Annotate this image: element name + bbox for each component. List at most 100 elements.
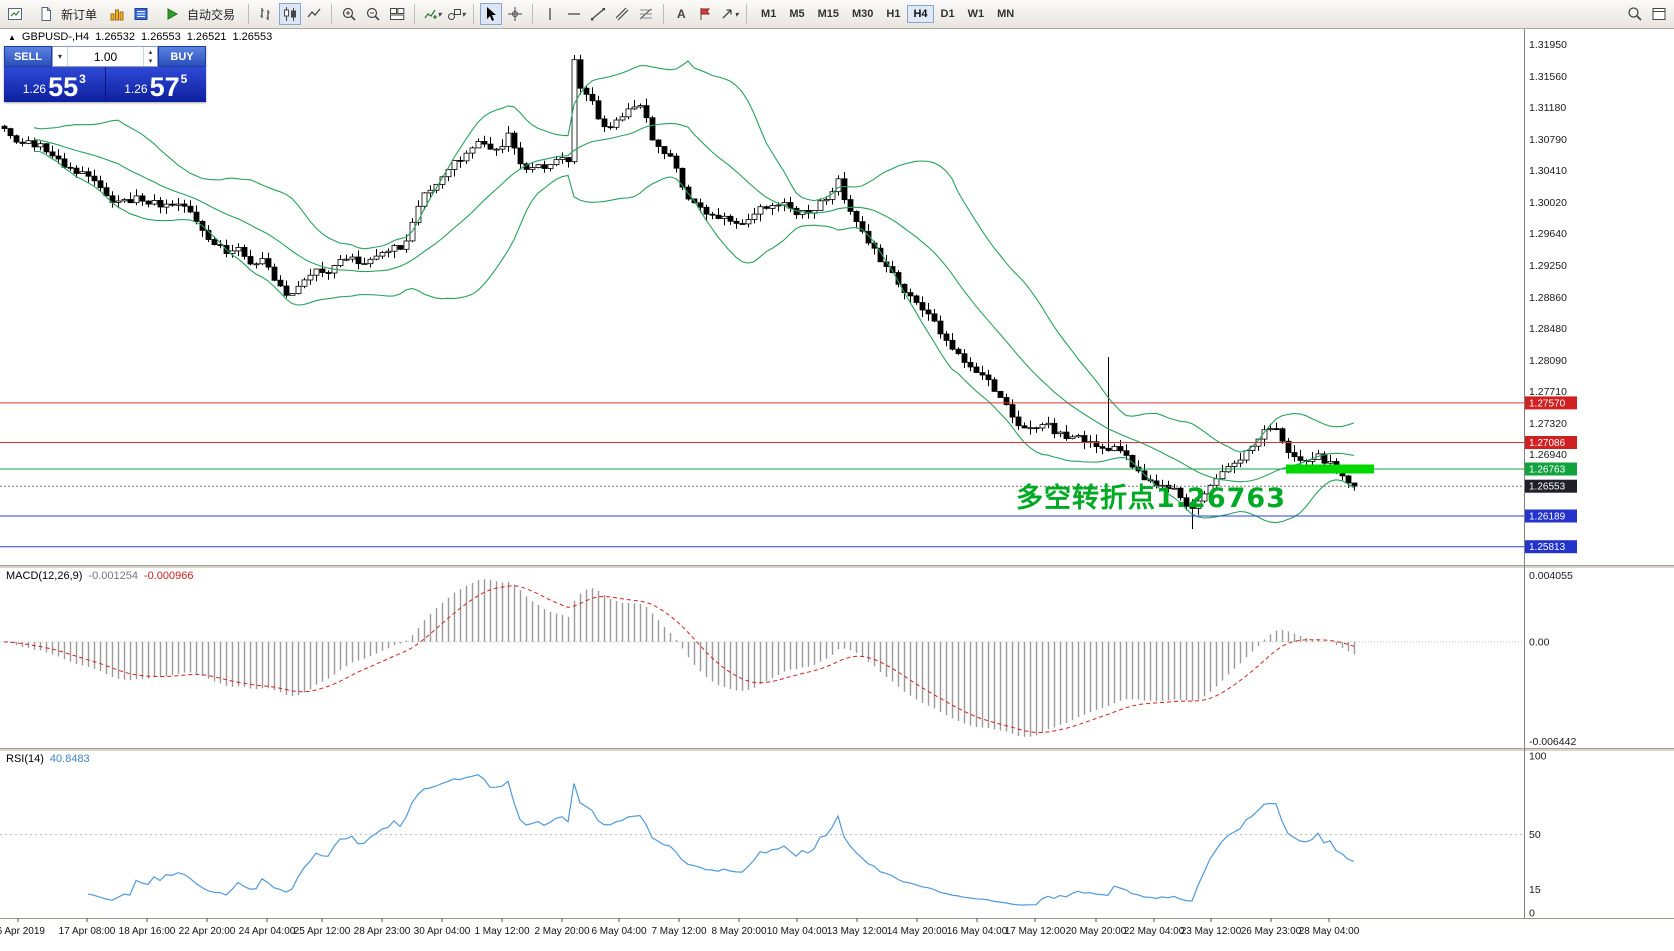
new-order-icon <box>35 3 57 25</box>
autotrading-label: 自动交易 <box>187 7 236 22</box>
ohlc-open: 1.26532 <box>95 31 135 43</box>
volume-value[interactable]: 1.00 <box>93 49 118 64</box>
rsi-value: 40.8483 <box>49 753 90 765</box>
toolbar-separator <box>331 4 333 24</box>
bar-chart-type-icon[interactable] <box>255 3 277 25</box>
zoom-out-icon[interactable] <box>362 3 384 25</box>
tf-button-D1[interactable]: D1 <box>935 5 961 23</box>
macd-label: MACD(12,26,9) -0.001254 -0.000966 <box>6 570 194 582</box>
indicators-button[interactable]: ▾ <box>421 3 443 25</box>
svg-text:1 May 12:00: 1 May 12:00 <box>474 926 529 937</box>
svg-text:1.27086: 1.27086 <box>1529 438 1566 449</box>
price-tag-1.26189: 1.26189 <box>1525 509 1577 523</box>
svg-text:28 May 04:00: 28 May 04:00 <box>1299 926 1360 937</box>
svg-text:1.26553: 1.26553 <box>1529 482 1566 493</box>
svg-text:22 May 04:00: 22 May 04:00 <box>1124 926 1185 937</box>
svg-text:1.27570: 1.27570 <box>1529 398 1566 409</box>
pivot-highlight-bar[interactable] <box>1286 464 1374 474</box>
svg-text:1.31950: 1.31950 <box>1529 39 1567 51</box>
trendline-tool-icon[interactable] <box>587 3 609 25</box>
trade-panel-prices: 1.26 55 3 1.26 57 5 <box>4 67 206 102</box>
tf-button-M5[interactable]: M5 <box>783 5 810 23</box>
candlestick-chart-type-icon[interactable] <box>279 3 302 25</box>
bollinger-lower-band <box>34 150 1355 524</box>
rsi-label: RSI(14) 40.8483 <box>6 753 90 765</box>
svg-text:22 Apr 20:00: 22 Apr 20:00 <box>179 926 236 937</box>
svg-text:0: 0 <box>1529 908 1535 920</box>
svg-text:17 May 12:00: 17 May 12:00 <box>1005 926 1066 937</box>
toolbar-separator <box>414 4 416 24</box>
zoom-in-icon[interactable] <box>338 3 360 25</box>
svg-text:20 May 20:00: 20 May 20:00 <box>1066 926 1127 937</box>
buy-button[interactable]: BUY <box>158 46 206 67</box>
chart-ohlc-header: ▲ GBPUSD-,H4 1.26532 1.26553 1.26521 1.2… <box>8 31 272 43</box>
charts-icon[interactable] <box>106 3 128 25</box>
sell-button[interactable]: SELL <box>4 46 52 67</box>
tf-button-M15[interactable]: M15 <box>812 5 845 23</box>
fibonacci-tool-icon[interactable] <box>635 3 657 25</box>
tile-windows-icon[interactable] <box>386 3 408 25</box>
sell-price-button[interactable]: 1.26 55 3 <box>4 67 105 102</box>
svg-text:16 Apr 2019: 16 Apr 2019 <box>0 926 45 937</box>
volume-field[interactable]: ▾ 1.00 ▴ ▾ <box>52 46 158 67</box>
vertical-line-tool-icon[interactable] <box>539 3 561 25</box>
cursor-icon[interactable] <box>480 3 503 25</box>
svg-text:17 Apr 08:00: 17 Apr 08:00 <box>59 926 116 937</box>
buy-price-button[interactable]: 1.26 57 5 <box>105 67 206 102</box>
crosshair-icon[interactable] <box>504 3 526 25</box>
svg-text:1.31560: 1.31560 <box>1529 71 1567 83</box>
svg-text:1.26763: 1.26763 <box>1529 464 1566 475</box>
autotrading-button[interactable]: 自动交易 <box>154 3 242 25</box>
tick-up-icon: ▲ <box>8 32 16 42</box>
ohlc-close: 1.26553 <box>232 31 273 43</box>
one-click-trading-panel: SELL ▾ 1.00 ▴ ▾ BUY 1.26 55 3 1.26 57 5 <box>4 46 206 102</box>
tf-button-MN[interactable]: MN <box>991 5 1020 23</box>
volume-dropdown-icon[interactable]: ▾ <box>53 47 68 66</box>
line-chart-type-icon[interactable] <box>303 3 325 25</box>
pivot-annotation[interactable]: 多空转折点1.26763 <box>1016 483 1286 514</box>
layout-icon[interactable] <box>1648 3 1670 25</box>
tf-button-W1[interactable]: W1 <box>962 5 991 23</box>
svg-text:24 Apr 04:00: 24 Apr 04:00 <box>239 926 296 937</box>
objects-button[interactable]: ▾ <box>445 3 467 25</box>
svg-text:1.25813: 1.25813 <box>1529 542 1566 553</box>
new-order-label: 新订单 <box>61 7 98 22</box>
text-label-tool-icon[interactable] <box>694 3 716 25</box>
horizontal-line-tool-icon[interactable] <box>563 3 585 25</box>
svg-text:10 May 04:00: 10 May 04:00 <box>767 926 828 937</box>
macd-name: MACD(12,26,9) <box>6 570 83 582</box>
bollinger-upper-band <box>33 60 1355 453</box>
svg-text:14 May 20:00: 14 May 20:00 <box>887 926 948 937</box>
search-icon[interactable] <box>1624 3 1646 25</box>
svg-text:100: 100 <box>1529 751 1547 763</box>
text-tool-icon[interactable]: A <box>670 3 692 25</box>
price-tag-1.27570: 1.27570 <box>1525 396 1577 409</box>
svg-text:1.28860: 1.28860 <box>1529 292 1567 304</box>
channel-tool-icon[interactable] <box>611 3 633 25</box>
volume-spinner[interactable]: ▴ ▾ <box>143 47 157 66</box>
svg-text:28 Apr 23:00: 28 Apr 23:00 <box>354 926 411 937</box>
buy-price-big: 57 <box>149 72 180 102</box>
toolbar-separator <box>473 4 475 24</box>
volume-down-icon[interactable]: ▾ <box>148 58 153 66</box>
arrows-tool-icon[interactable]: ▾ <box>718 3 740 25</box>
sell-price-pip: 3 <box>79 72 86 86</box>
autotrading-play-icon <box>161 3 183 25</box>
tf-button-H4[interactable]: H4 <box>907 5 934 23</box>
new-order-button[interactable]: 新订单 <box>28 3 104 25</box>
chart-window-icon <box>4 3 26 25</box>
tf-button-M30[interactable]: M30 <box>846 5 879 23</box>
toolbar-separator <box>248 4 250 24</box>
svg-text:26 May 23:00: 26 May 23:00 <box>1241 926 1302 937</box>
price-tag-1.25813: 1.25813 <box>1525 540 1577 553</box>
tf-button-M1[interactable]: M1 <box>755 5 782 23</box>
svg-text:6 May 04:00: 6 May 04:00 <box>591 926 646 937</box>
svg-text:7 May 12:00: 7 May 12:00 <box>651 926 706 937</box>
volume-up-icon[interactable]: ▴ <box>148 48 153 56</box>
tf-button-H1[interactable]: H1 <box>880 5 906 23</box>
svg-text:1.31180: 1.31180 <box>1529 102 1566 114</box>
trade-panel-controls: SELL ▾ 1.00 ▴ ▾ BUY <box>4 46 206 67</box>
market-watch-icon[interactable] <box>130 3 152 25</box>
